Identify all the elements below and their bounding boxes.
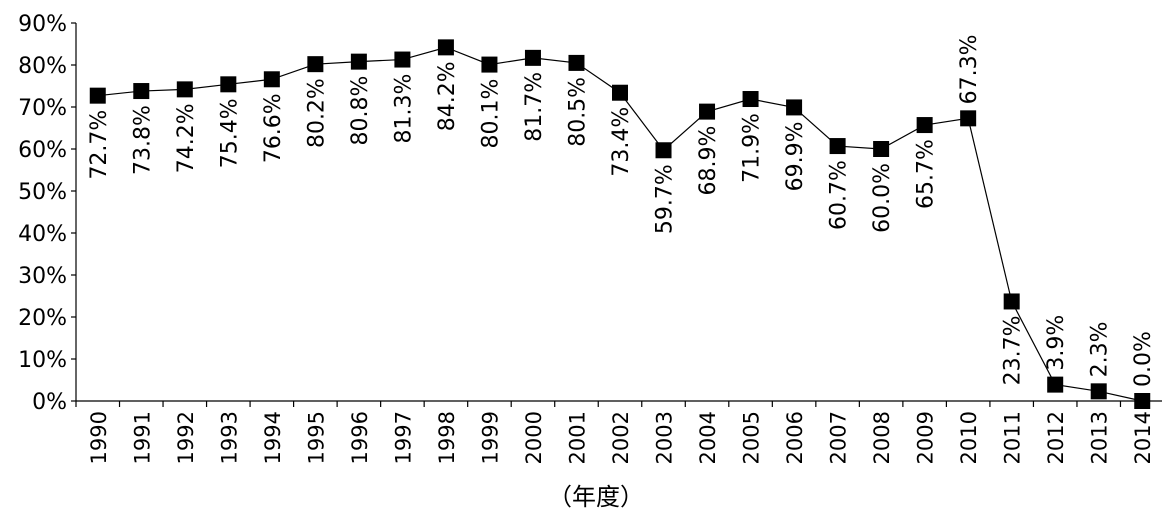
- x-tick-label: 1996: [348, 411, 372, 464]
- data-point-marker: [1047, 376, 1064, 393]
- y-tick-label: 20%: [18, 306, 67, 331]
- y-tick-label: 40%: [18, 222, 67, 247]
- data-point-marker: [481, 56, 498, 73]
- data-point-marker: [699, 103, 716, 120]
- x-tick-label: 1991: [130, 411, 154, 464]
- x-tick-label: 2010: [957, 411, 981, 464]
- data-point-marker: [1090, 383, 1107, 400]
- x-tick-label: 1998: [435, 411, 459, 464]
- data-point-marker: [220, 76, 237, 93]
- x-tick-label: 2013: [1088, 411, 1112, 464]
- x-tick-label: 2008: [870, 411, 894, 464]
- data-label: 80.2%: [304, 78, 329, 148]
- x-tick-label: 2011: [1001, 411, 1025, 464]
- x-tick-label: 1995: [304, 411, 328, 464]
- data-label: 60.0%: [870, 163, 895, 233]
- x-tick-label: 2004: [696, 411, 720, 464]
- x-tick-label: 2001: [565, 411, 589, 464]
- data-label: 67.3%: [957, 34, 982, 104]
- data-label: 68.9%: [696, 126, 721, 196]
- data-point-marker: [960, 110, 977, 127]
- data-point-marker: [786, 99, 803, 116]
- x-tick-label: 2000: [522, 411, 546, 464]
- data-point-marker: [437, 39, 454, 56]
- data-point-marker: [655, 142, 672, 159]
- data-point-marker: [1134, 393, 1151, 409]
- data-point-marker: [350, 53, 367, 70]
- data-point-marker: [568, 54, 585, 71]
- data-point-marker: [263, 71, 280, 88]
- y-tick-label: 80%: [18, 54, 67, 79]
- y-axis: 0% 10% 20% 30% 40% 50% 60% 70% 80% 90%: [18, 12, 77, 415]
- x-tick-label: 2012: [1044, 411, 1068, 464]
- data-point-marker: [829, 138, 846, 155]
- y-tick-label: 30%: [18, 264, 67, 289]
- x-tick-label: 1992: [174, 411, 198, 464]
- data-point-marker: [307, 56, 324, 73]
- y-tick-label: 10%: [18, 348, 67, 373]
- x-tick-label: 2002: [609, 411, 633, 464]
- data-point-marker: [524, 49, 541, 66]
- data-label: 75.4%: [217, 98, 242, 168]
- data-label: 59.7%: [653, 164, 678, 234]
- data-label: 73.4%: [609, 107, 634, 177]
- x-tick-label: 2007: [827, 411, 851, 464]
- y-tick-label: 60%: [18, 138, 67, 163]
- data-label: 0.0%: [1131, 331, 1156, 387]
- data-label: 65.7%: [914, 139, 939, 209]
- data-label: 2.3%: [1088, 321, 1113, 377]
- data-label: 81.7%: [522, 72, 547, 142]
- x-tick-label: 1997: [391, 411, 415, 464]
- data-label: 81.3%: [391, 74, 416, 144]
- data-point-marker: [916, 117, 933, 134]
- data-label: 71.9%: [740, 113, 765, 183]
- data-point-marker: [394, 51, 411, 68]
- data-point-marker: [742, 91, 759, 108]
- data-point-marker: [176, 81, 193, 98]
- data-label: 60.7%: [827, 160, 852, 230]
- x-tick-label: 2009: [914, 411, 938, 464]
- y-tick-label: 50%: [18, 180, 67, 205]
- data-label: 74.2%: [174, 103, 199, 173]
- x-tick-label: 1993: [217, 411, 241, 464]
- x-tick-label: 1990: [87, 411, 111, 464]
- y-tick-label: 0%: [32, 390, 67, 415]
- data-label: 3.9%: [1044, 315, 1069, 371]
- data-point-marker: [133, 83, 150, 100]
- x-tick-label: 2014: [1131, 411, 1155, 464]
- data-label: 76.6%: [261, 93, 286, 163]
- data-point-marker: [89, 87, 106, 104]
- x-tick-label: 2003: [653, 411, 677, 464]
- data-label: 80.5%: [565, 77, 590, 147]
- data-label: 84.2%: [435, 61, 460, 131]
- data-label: 69.9%: [783, 121, 808, 191]
- data-point-marker: [1003, 293, 1020, 310]
- data-label: 23.7%: [1001, 315, 1026, 385]
- data-label: 80.1%: [478, 79, 503, 149]
- data-label: 72.7%: [87, 110, 112, 180]
- y-tick-label: 70%: [18, 96, 67, 121]
- data-point-marker: [873, 141, 890, 157]
- series-line-group: [89, 39, 1151, 409]
- data-point-marker: [612, 84, 628, 101]
- data-label: 73.8%: [130, 105, 155, 175]
- data-label: 80.8%: [348, 76, 373, 146]
- x-tick-label: 2005: [740, 411, 764, 464]
- y-tick-label: 90%: [18, 12, 67, 37]
- data-labels-group: 72.7% 73.8% 74.2% 75.4% 76.6% 80.2% 80.8% 81.3%…: [87, 34, 1156, 387]
- x-tick-label: 1999: [478, 411, 502, 464]
- x-axis: 1990 1991 1992 1993 1994 1995 1996 1997 1998 1999…: [75, 400, 1162, 464]
- x-tick-label: 1994: [261, 411, 285, 464]
- x-tick-label: 2006: [783, 411, 807, 464]
- x-axis-title: （年度）: [548, 483, 644, 511]
